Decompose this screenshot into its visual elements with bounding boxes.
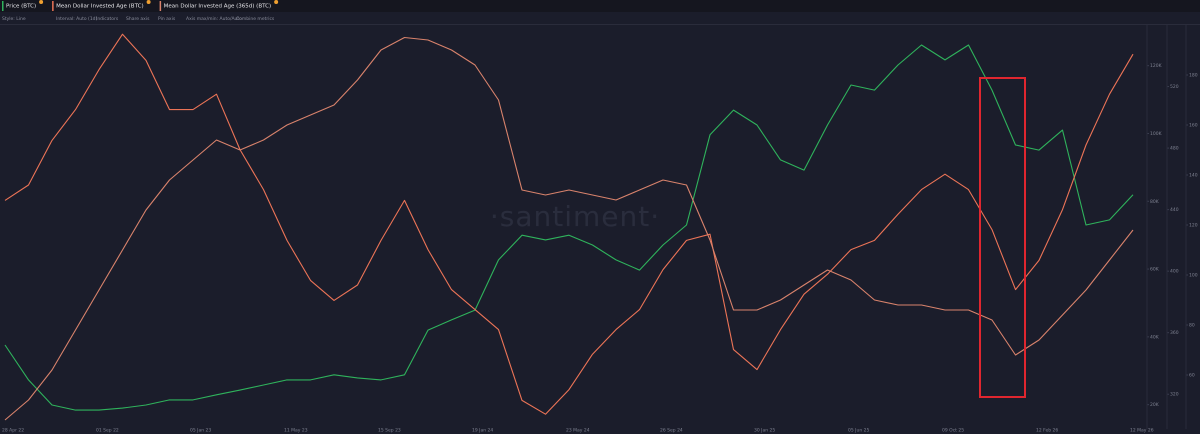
highlight-box bbox=[979, 77, 1026, 398]
y-tick-label: 80 bbox=[1189, 323, 1195, 329]
toolbar-item: Combine metrics bbox=[236, 16, 275, 22]
series-line bbox=[4, 36, 1134, 421]
x-tick-label: 15 Sep 23 bbox=[378, 428, 401, 434]
y-tick-label: 140 bbox=[1189, 173, 1198, 179]
y-tick-label: 120 bbox=[1189, 223, 1198, 229]
legend-entry: Mean Dollar Invested Age (BTC) bbox=[56, 4, 144, 10]
legend-bar bbox=[0, 0, 1200, 12]
y-tick-label: 360 bbox=[1170, 330, 1179, 336]
y-tick-label: 160 bbox=[1189, 123, 1198, 129]
toolbar-item: Style: Line bbox=[2, 16, 26, 22]
x-tick-label: 12 Feb 26 bbox=[1036, 428, 1058, 434]
y-tick-label: 480 bbox=[1170, 146, 1179, 152]
y-tick-label: 80K bbox=[1150, 199, 1160, 205]
legend-swatch bbox=[159, 1, 162, 11]
y-tick-label: 520 bbox=[1170, 84, 1179, 90]
legend-entry: Price (BTC) bbox=[6, 4, 36, 10]
y-tick-label: 400 bbox=[1170, 269, 1179, 275]
legend-swatch bbox=[52, 1, 54, 11]
y-tick-label: 120K bbox=[1150, 63, 1163, 69]
x-tick-label: 23 May 24 bbox=[566, 428, 590, 434]
y-tick-label: 180 bbox=[1189, 73, 1198, 79]
y-tick-label: 440 bbox=[1170, 207, 1179, 213]
y-tick-label: 320 bbox=[1170, 392, 1179, 398]
x-tick-label: 11 May 23 bbox=[284, 428, 308, 434]
series-line bbox=[4, 44, 1134, 411]
watermark: ·santiment· bbox=[490, 200, 660, 233]
y-tick-label: 60 bbox=[1189, 373, 1195, 379]
legend-dot bbox=[274, 0, 279, 4]
toolbar-item: Interval: Auto (1d) bbox=[56, 16, 98, 22]
x-tick-label: 05 Jun 25 bbox=[848, 428, 869, 434]
legend-dot bbox=[39, 0, 44, 4]
y-tick-label: 60K bbox=[1150, 267, 1160, 273]
y-tick-label: 100 bbox=[1189, 273, 1198, 279]
x-tick-label: 30 Jan 25 bbox=[754, 428, 775, 434]
toolbar-item: Pin axis bbox=[158, 16, 176, 22]
x-tick-label: 19 Jan 24 bbox=[472, 428, 493, 434]
x-tick-label: 28 Apr 22 bbox=[2, 428, 24, 434]
toolbar-item: Axis max/min: Auto/Auto bbox=[186, 16, 242, 22]
x-tick-label: 01 Sep 22 bbox=[96, 428, 119, 434]
x-tick-label: 26 Sep 24 bbox=[660, 428, 683, 434]
x-tick-label: 12 May 26 bbox=[1130, 428, 1154, 434]
x-tick-label: 09 Oct 25 bbox=[942, 428, 964, 434]
y-tick-label: 100K bbox=[1150, 131, 1163, 137]
y-tick-label: 20K bbox=[1150, 402, 1160, 408]
y-tick-label: 40K bbox=[1150, 334, 1160, 340]
series-line bbox=[4, 33, 1134, 415]
legend-swatch bbox=[2, 1, 4, 11]
legend-entry: Mean Dollar Invested Age (365d) (BTC) bbox=[164, 4, 272, 10]
toolbar-item: Share axis bbox=[126, 16, 150, 22]
toolbar-item: Indicators bbox=[96, 16, 119, 22]
legend-dot bbox=[146, 0, 151, 4]
x-tick-label: 05 Jan 23 bbox=[190, 428, 211, 434]
